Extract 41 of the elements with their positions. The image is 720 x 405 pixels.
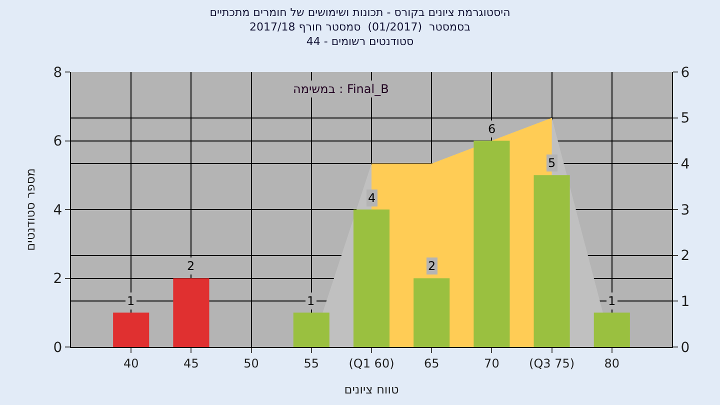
data-label: 5 bbox=[548, 156, 556, 170]
x-tick-label: (Q3 75) bbox=[529, 356, 575, 370]
x-tick-label: 55 bbox=[304, 356, 320, 370]
y2-tick-label: 0 bbox=[680, 340, 690, 356]
y-tick-label: 2 bbox=[53, 271, 62, 288]
y2-tick-label: 3 bbox=[680, 202, 690, 218]
bar bbox=[534, 175, 570, 347]
y-tick-label: 0 bbox=[53, 340, 62, 356]
bar bbox=[414, 278, 450, 347]
bar bbox=[173, 278, 210, 347]
y2-tick-label: 5 bbox=[680, 110, 690, 127]
data-label: 6 bbox=[488, 122, 496, 136]
x-tick-label: 40 bbox=[123, 356, 139, 370]
annotation: במשימה : Final_B bbox=[293, 82, 389, 96]
data-label: 1 bbox=[608, 294, 616, 308]
x-tick-label: 45 bbox=[184, 356, 199, 370]
x-tick-label: 80 bbox=[604, 356, 620, 370]
y-tick-label: 6 bbox=[53, 134, 62, 150]
bar bbox=[594, 312, 630, 347]
data-label: 2 bbox=[187, 259, 195, 273]
data-label: 1 bbox=[307, 294, 315, 308]
bar bbox=[113, 312, 150, 347]
data-label: 4 bbox=[368, 191, 376, 205]
x-tick-label: (Q1 60) bbox=[348, 356, 394, 370]
x-tick-label: 70 bbox=[484, 356, 500, 370]
y2-tick-label: 6 bbox=[680, 64, 690, 81]
chart-title: היסטוגרמת ציונים בקורס - תכונות ושימושים של חומרים מתכתיים בסמסטר (01/2017) סמסטר חורף 2017/18 סטודנטים רשומים - 44 bbox=[210, 6, 510, 48]
bar bbox=[474, 140, 510, 347]
y-axis-title: מספר סטודנטים bbox=[24, 168, 38, 251]
y2-tick-label: 2 bbox=[680, 248, 690, 264]
x-tick-label: 50 bbox=[244, 356, 259, 370]
x-tick-label: 65 bbox=[424, 356, 440, 370]
data-label: 1 bbox=[127, 294, 135, 308]
x-axis-title: טווח ציונים bbox=[344, 382, 399, 396]
y-tick-label: 8 bbox=[53, 64, 62, 81]
y2-tick-label: 4 bbox=[680, 156, 690, 173]
data-label: 2 bbox=[428, 259, 436, 273]
y2-tick-label: 1 bbox=[680, 294, 690, 310]
bar bbox=[293, 312, 330, 347]
bar bbox=[353, 210, 390, 347]
y-tick-label: 4 bbox=[53, 202, 62, 218]
